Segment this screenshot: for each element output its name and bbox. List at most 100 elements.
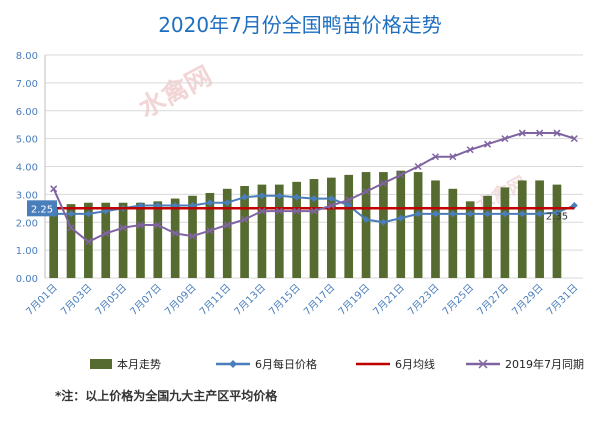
- y-tick-label: 0.00: [16, 274, 38, 285]
- legend-item: 6月每日价格: [216, 357, 317, 371]
- legend-label: 2019年7月同期: [505, 357, 584, 371]
- bar: [84, 202, 93, 278]
- y-tick-label: 1.00: [16, 246, 38, 257]
- legend-swatch: [90, 359, 112, 369]
- x-tick-label: 7月15日: [267, 282, 303, 318]
- diamond-marker: [223, 199, 231, 207]
- legend-marker: [229, 360, 237, 368]
- diamond-marker: [379, 218, 387, 226]
- bar: [101, 202, 111, 278]
- x-axis-ticks: 7月01日 7月03日 7月05日 7月07日 7月09日 7月11日 7月13日 7月15日…: [24, 282, 581, 318]
- bar: [170, 198, 180, 278]
- x-marker: [102, 229, 110, 237]
- bar: [517, 180, 527, 278]
- x-tick-label: 7月27日: [475, 282, 511, 318]
- bar: [465, 201, 475, 278]
- bar-series: [49, 170, 562, 278]
- x-tick-label: 7月19日: [336, 282, 372, 318]
- x-marker: [67, 224, 75, 232]
- diamond-marker: [536, 210, 544, 218]
- x-marker: [414, 162, 422, 171]
- diamond-marker: [327, 195, 335, 203]
- diamond-marker: [449, 210, 457, 218]
- x-marker: [84, 238, 92, 246]
- legend-label: 6月均线: [395, 357, 435, 371]
- bar: [396, 170, 406, 278]
- x-marker: [241, 215, 249, 223]
- x-marker: [449, 153, 457, 161]
- y-tick-label: 4.00: [16, 163, 38, 174]
- x-marker: [536, 129, 544, 137]
- diamond-marker: [484, 210, 492, 218]
- bar: [552, 184, 562, 278]
- bar: [136, 202, 145, 278]
- legend-item: 6月均线: [356, 357, 435, 371]
- legend-label: 本月走势: [117, 357, 161, 371]
- legend-item: 本月走势: [90, 357, 161, 371]
- y-tick-label: 3.00: [16, 190, 38, 201]
- bar: [535, 180, 544, 278]
- x-tick-label: 7月01日: [24, 282, 60, 318]
- bar: [292, 181, 301, 278]
- diamond-marker: [293, 193, 301, 201]
- bar: [49, 209, 59, 278]
- x-tick-label: 7月29日: [510, 282, 546, 318]
- bar: [448, 188, 458, 278]
- x-marker: [171, 229, 179, 237]
- bar: [118, 202, 128, 278]
- x-marker: [431, 153, 440, 161]
- diamond-marker: [414, 210, 422, 218]
- bar: [500, 187, 510, 278]
- x-tick-label: 7月05日: [93, 282, 129, 318]
- x-marker: [553, 129, 561, 137]
- diamond-marker: [258, 192, 266, 200]
- x-tick-label: 7月09日: [163, 282, 199, 318]
- diamond-marker: [466, 210, 474, 218]
- y-axis-ticks: 0.00 1.00 2.00 3.00 4.00 5.00 6.00 7.00 8.00: [16, 51, 38, 285]
- data-label-box: [27, 200, 57, 217]
- diamond-marker: [310, 195, 318, 203]
- y-tick-label: 5.00: [16, 135, 38, 146]
- data-labels: 2.25 2.35: [27, 200, 568, 222]
- x-marker: [154, 221, 162, 229]
- x-marker: [293, 207, 301, 215]
- y-tick-label: 7.00: [16, 79, 38, 90]
- footnote: *注：以上价格为全国九大主产区平均价格: [55, 388, 278, 403]
- x-tick-label: 7月13日: [232, 282, 268, 318]
- diamond-marker: [518, 210, 526, 218]
- x-marker: [50, 185, 58, 193]
- y-tick-label: 6.00: [16, 107, 38, 118]
- legend: 本月走势 6月每日价格 6月均线 2019年7月同期: [90, 357, 584, 371]
- y-tick-label: 8.00: [16, 51, 38, 62]
- diamond-marker: [397, 214, 405, 222]
- x-tick-label: 7月07日: [128, 282, 164, 318]
- bar: [431, 180, 440, 278]
- x-marker: [570, 135, 578, 143]
- x-tick-label: 7月11日: [197, 282, 233, 318]
- legend-label: 6月每日价格: [255, 357, 317, 371]
- watermark-text: 水禽网: [134, 60, 217, 124]
- diamond-marker: [362, 215, 370, 223]
- bar: [483, 195, 492, 278]
- diamond-marker: [241, 193, 249, 201]
- x-marker: [119, 224, 127, 232]
- bar: [222, 188, 232, 278]
- x-marker: [379, 179, 387, 187]
- diamond-marker: [84, 210, 92, 218]
- bar: [413, 172, 423, 278]
- x-marker: [188, 232, 197, 240]
- x-marker: [362, 188, 370, 196]
- x-tick-label: 7月25日: [440, 282, 476, 318]
- x-marker: [501, 135, 509, 143]
- bar: [205, 192, 215, 278]
- x-marker: [275, 207, 283, 215]
- x-marker: [136, 221, 144, 229]
- bar: [361, 172, 371, 278]
- bar: [240, 186, 249, 278]
- data-label: 2.35: [546, 211, 568, 222]
- x-tick-label: 7月03日: [58, 282, 94, 318]
- x-marker: [258, 207, 266, 215]
- diamond-marker: [431, 210, 439, 218]
- bar: [327, 177, 336, 278]
